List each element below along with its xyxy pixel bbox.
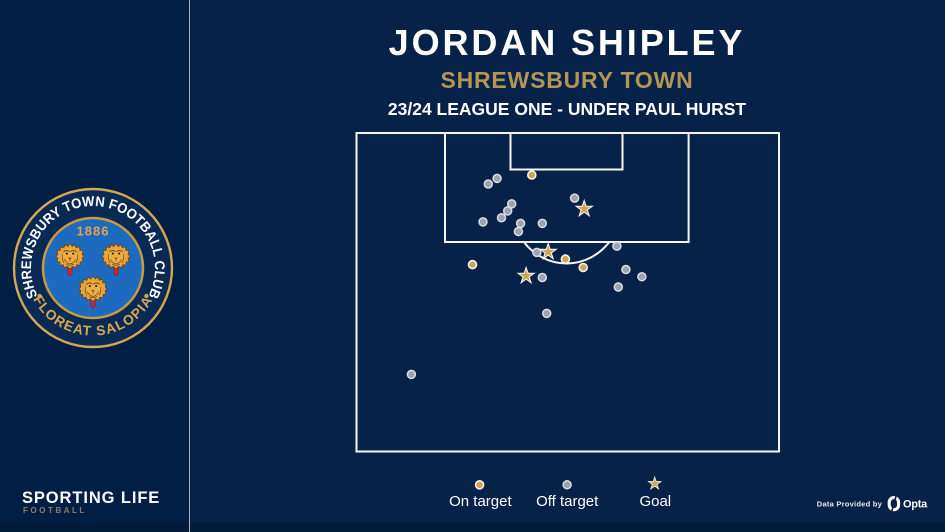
svg-text:Opta: Opta bbox=[903, 499, 928, 511]
svg-text:Data Provided by: Data Provided by bbox=[817, 500, 883, 509]
svg-text:1886: 1886 bbox=[77, 224, 110, 239]
svg-text:Off target: Off target bbox=[536, 493, 599, 510]
svg-text:On target: On target bbox=[449, 493, 512, 510]
svg-text:Goal: Goal bbox=[639, 493, 671, 510]
